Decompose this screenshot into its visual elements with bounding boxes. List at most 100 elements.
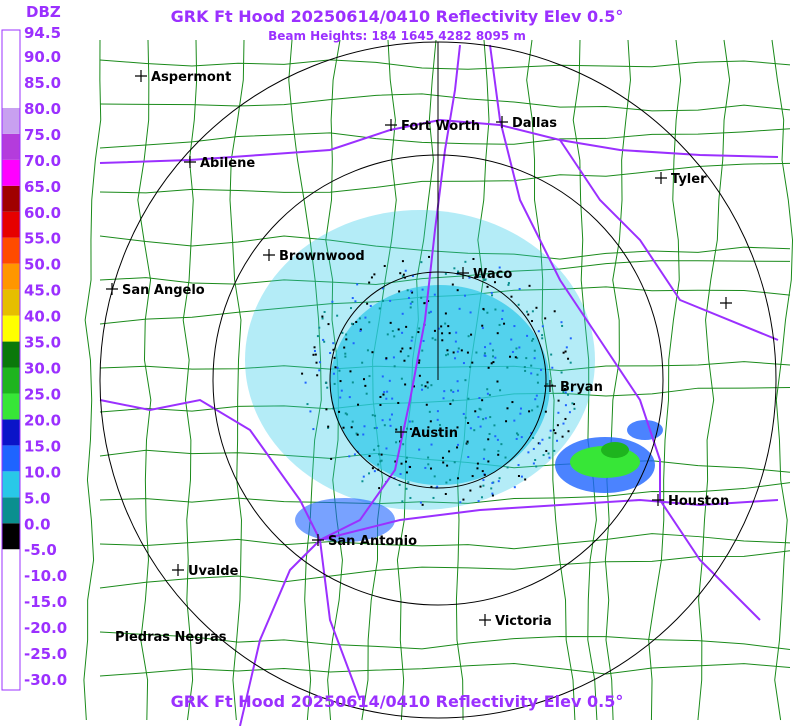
echo-speckle (418, 359, 421, 362)
echo-speckle (527, 451, 530, 454)
echo-speckle (469, 489, 472, 492)
legend-label: 30.0 (24, 360, 61, 378)
echo-speckle (524, 478, 527, 481)
echo-speckle (381, 419, 384, 422)
echo-speckle (532, 436, 535, 439)
echo-speckle (498, 323, 501, 326)
echo-speckle (449, 402, 452, 405)
echo-speckle (385, 397, 388, 400)
echo-speckle (404, 383, 407, 386)
echo-speckle (431, 337, 434, 340)
echo-speckle (490, 362, 493, 365)
echo-speckle (487, 366, 490, 369)
echo-speckle (353, 453, 356, 456)
echo-speckle (401, 331, 404, 334)
legend-label: -30.0 (24, 671, 67, 689)
echo-speckle (525, 357, 528, 360)
echo-speckle (513, 486, 516, 489)
echo-speckle (492, 361, 495, 364)
city-label: Uvalde (188, 564, 239, 579)
echo-speckle (530, 372, 533, 375)
echo-speckle (499, 389, 502, 392)
echo-speckle (464, 379, 467, 382)
legend-label: 75.0 (24, 126, 61, 144)
echo-speckle (557, 411, 560, 414)
city-label: Houston (668, 494, 729, 509)
echo-speckle (468, 276, 471, 279)
echo-speckle (487, 438, 490, 441)
echo-speckle (478, 407, 481, 410)
echo-speckle (507, 283, 510, 286)
echo-speckle (314, 353, 317, 356)
echo-speckle (351, 381, 354, 384)
echo-speckle (504, 456, 507, 459)
echo-speckle (535, 394, 538, 397)
legend-swatch (2, 575, 20, 602)
echo-speckle (515, 347, 518, 350)
echo-speckle (391, 397, 394, 400)
echo-speckle (476, 462, 479, 465)
legend-swatch (2, 315, 20, 342)
echo-speckle (477, 500, 480, 503)
echo-speckle (564, 404, 567, 407)
echo-speckle (377, 444, 380, 447)
echo-speckle (436, 410, 439, 413)
echo-speckle (530, 320, 533, 323)
echo-speckle (481, 399, 484, 402)
echo-speckle (380, 459, 383, 462)
echo-speckle (332, 342, 335, 345)
echo-speckle (393, 335, 396, 338)
echo-speckle (482, 273, 485, 276)
echo-speckle (536, 405, 539, 408)
echo-speckle (304, 381, 307, 384)
echo-speckle (462, 362, 465, 365)
echo-speckle (462, 412, 465, 415)
echo-speckle (400, 377, 403, 380)
legend-label: 25.0 (24, 385, 61, 403)
echo-speckle (526, 310, 529, 313)
echo-speckle (457, 347, 460, 350)
echo-speckle (411, 274, 414, 277)
echo-speckle (352, 342, 355, 345)
echo-speckle (517, 303, 520, 306)
echo-speckle (395, 441, 398, 444)
echo-speckle (309, 410, 312, 413)
county-line (229, 39, 245, 721)
echo-speckle (355, 320, 358, 323)
echo-speckle (561, 324, 564, 327)
echo-speckle (391, 330, 394, 333)
echo-speckle (482, 479, 485, 482)
echo-core (330, 285, 550, 485)
echo-speckle (444, 322, 447, 325)
echo-speckle (562, 391, 565, 394)
echo-speckle (407, 355, 410, 358)
echo-speckle (422, 339, 425, 342)
city-marker (655, 172, 667, 184)
echo-speckle (323, 340, 326, 343)
echo-speckle (564, 391, 567, 394)
echo-speckle (382, 299, 385, 302)
echo-speckle (571, 402, 574, 405)
echo-speckle (424, 466, 427, 469)
echo-speckle (329, 352, 332, 355)
city-label: Austin (411, 426, 458, 441)
echo-speckle (535, 465, 538, 468)
echo-speckle (318, 326, 321, 329)
echo-speckle (346, 413, 349, 416)
echo-speckle (327, 425, 330, 428)
county-line (99, 631, 791, 651)
echo-storm (627, 420, 663, 440)
city-marker (385, 119, 397, 131)
city-label: Victoria (495, 614, 552, 629)
echo-speckle (530, 432, 533, 435)
echo-speckle (389, 299, 392, 302)
echo-speckle (401, 260, 404, 263)
echo-speckle (418, 361, 421, 364)
legend-label: 94.5 (24, 24, 61, 42)
echo-speckle (321, 315, 324, 318)
echo-speckle (430, 485, 433, 488)
echo-speckle (544, 317, 547, 320)
echo-speckle (341, 331, 344, 334)
echo-speckle (481, 470, 484, 473)
